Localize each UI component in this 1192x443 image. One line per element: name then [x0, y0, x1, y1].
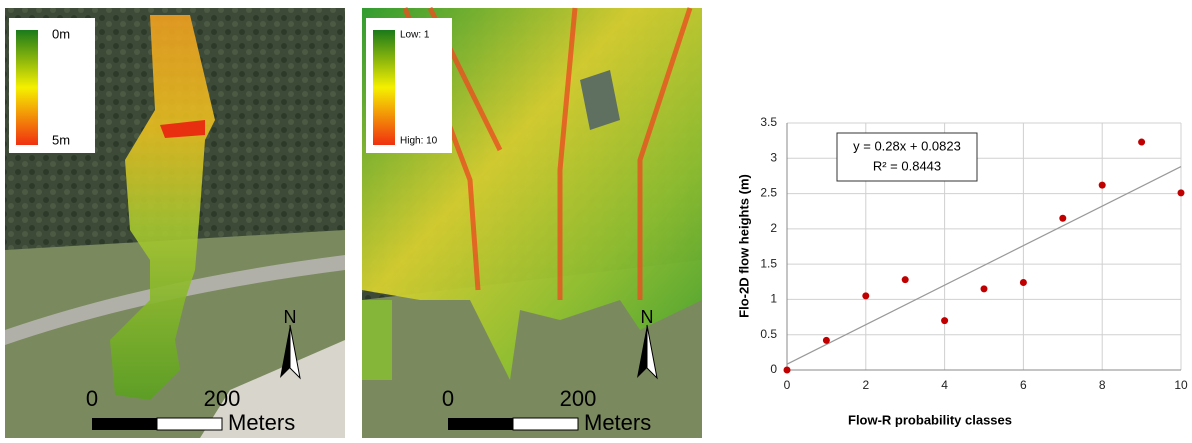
data-point	[1178, 189, 1185, 196]
scale-unit: Meters	[228, 410, 295, 435]
data-point	[784, 367, 791, 374]
y-tick-label: 0	[770, 362, 777, 376]
data-point	[902, 276, 909, 283]
map-right: Low: 1 High: 10 N 0 200 Meters	[362, 8, 702, 438]
map-left: 0m 5m N 0 200 Meters	[5, 8, 345, 438]
annotation: y = 0.28x + 0.0823	[853, 138, 961, 153]
scatter-chart: Flow-R probability classes Flo-2D flow h…	[736, 115, 1188, 427]
scale-start: 0	[442, 386, 454, 411]
legend-top-label: 0m	[52, 26, 70, 41]
data-point	[1059, 215, 1066, 222]
data-point	[941, 317, 948, 324]
y-tick-label: 0.5	[760, 327, 777, 341]
north-label: N	[641, 307, 654, 327]
x-axis-label: Flow-R probability classes	[848, 412, 1012, 427]
x-tick-label: 8	[1099, 378, 1106, 392]
x-tick-label: 6	[1020, 378, 1027, 392]
y-tick-label: 2	[770, 221, 777, 235]
y-tick-label: 1	[770, 292, 777, 306]
scale-bar-black	[92, 418, 157, 430]
legend-ramp	[16, 30, 38, 145]
y-tick-label: 3	[770, 150, 777, 164]
y-tick-label: 3.5	[760, 115, 777, 129]
data-point	[823, 337, 830, 344]
x-tick-label: 4	[941, 378, 948, 392]
north-label: N	[284, 307, 297, 327]
y-axis-label: Flo-2D flow heights (m)	[736, 174, 751, 318]
legend-ramp	[373, 30, 395, 145]
data-point	[1020, 279, 1027, 286]
legend-top-label: Low: 1	[400, 30, 430, 41]
x-tick-label: 10	[1174, 378, 1188, 392]
scale-bar-black	[448, 418, 513, 430]
data-point	[1138, 139, 1145, 146]
scale-bar-white	[157, 418, 222, 430]
figure: 0m 5m N 0 200 Meters Low: 1 High: 10 N 0…	[0, 0, 1192, 438]
scale-bar-white	[513, 418, 578, 430]
scale-unit: Meters	[584, 410, 651, 435]
data-point	[981, 285, 988, 292]
scale-start: 0	[86, 386, 98, 411]
legend-bottom-label: 5m	[52, 132, 70, 147]
probability-patch	[362, 300, 392, 380]
y-tick-label: 1.5	[760, 256, 777, 270]
x-tick-label: 0	[784, 378, 791, 392]
y-tick-label: 2.5	[760, 186, 777, 200]
legend-bottom-label: High: 10	[400, 136, 438, 147]
data-point	[862, 292, 869, 299]
scale-end: 200	[560, 386, 597, 411]
data-point	[1099, 182, 1106, 189]
x-tick-label: 2	[862, 378, 869, 392]
scale-end: 200	[204, 386, 241, 411]
annotation: R² = 0.8443	[873, 158, 941, 173]
